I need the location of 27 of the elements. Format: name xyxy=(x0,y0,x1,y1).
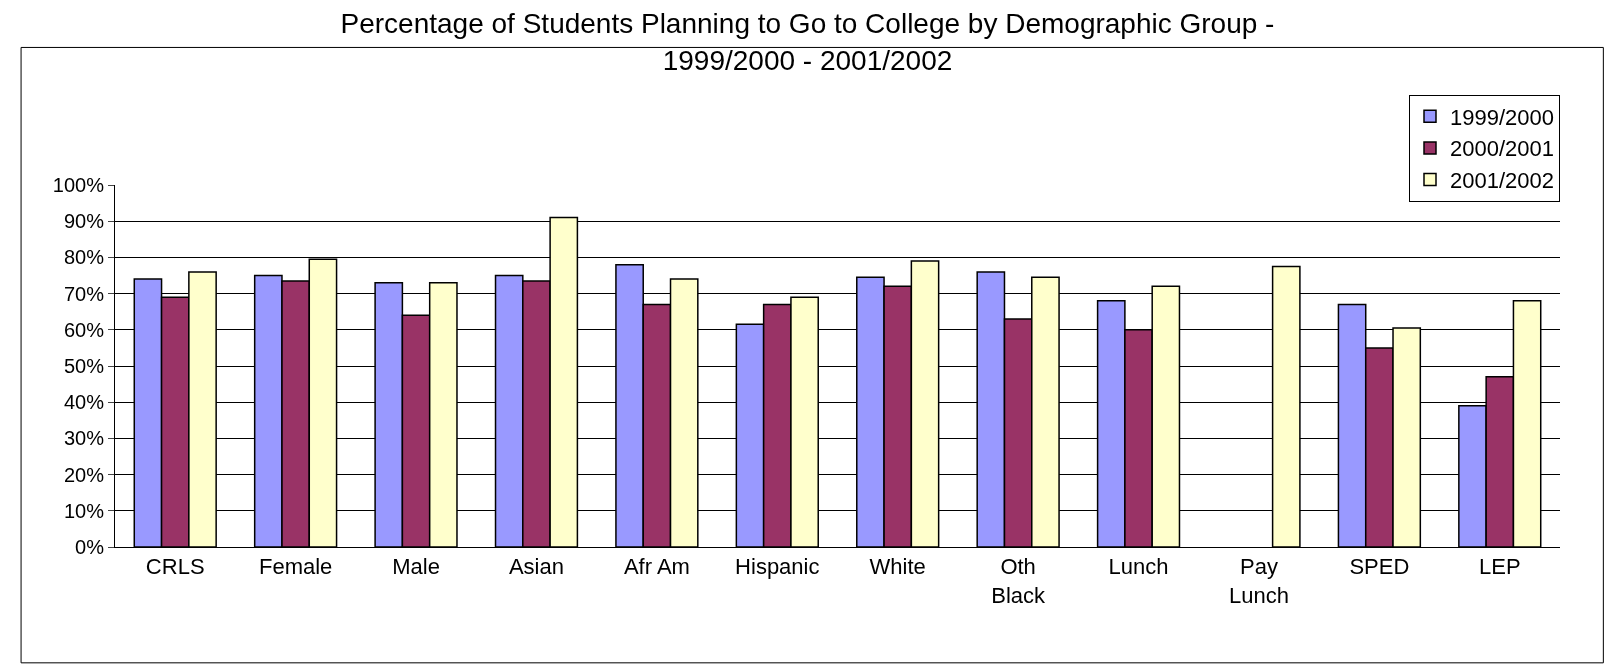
y-tick-label: 50% xyxy=(63,355,105,377)
x-tick-label: Lunch xyxy=(1108,554,1169,580)
x-tick-label: Oth Black xyxy=(991,554,1047,608)
y-tick-label: 90% xyxy=(63,210,105,233)
y-tick-label: 20% xyxy=(63,463,105,486)
legend-label: 2000/2001 xyxy=(1450,136,1554,162)
x-tick-label: Male xyxy=(392,554,440,580)
y-tick-label: 80% xyxy=(63,246,105,269)
x-tick-label: White xyxy=(869,554,926,580)
legend-label: 1999/2000 xyxy=(1450,104,1554,130)
y-tick-label: 10% xyxy=(63,499,105,522)
x-tick-label: Hispanic xyxy=(735,554,820,580)
x-tick-label: Afr Am xyxy=(623,554,690,580)
y-tick-label: 40% xyxy=(63,391,105,414)
y-tick-label: 30% xyxy=(63,427,105,450)
x-tick-label: Pay Lunch xyxy=(1228,554,1289,608)
x-tick-label: Female xyxy=(258,554,333,580)
x-tick-label: LEP xyxy=(1478,554,1521,580)
y-tick-label: 0% xyxy=(75,536,105,558)
x-tick-label: CRLS xyxy=(145,554,205,580)
legend-label: 2001/2002 xyxy=(1450,168,1554,194)
chart-title: Percentage of Students Planning to Go to College by Demographic Group - 1999/2000 - 2001/2002 xyxy=(340,8,1275,76)
y-tick-label: 100% xyxy=(52,174,105,196)
x-tick-label: Asian xyxy=(508,554,564,580)
y-tick-label: 60% xyxy=(63,318,105,341)
x-tick-label: SPED xyxy=(1349,554,1410,580)
y-tick-label: 70% xyxy=(63,282,105,305)
